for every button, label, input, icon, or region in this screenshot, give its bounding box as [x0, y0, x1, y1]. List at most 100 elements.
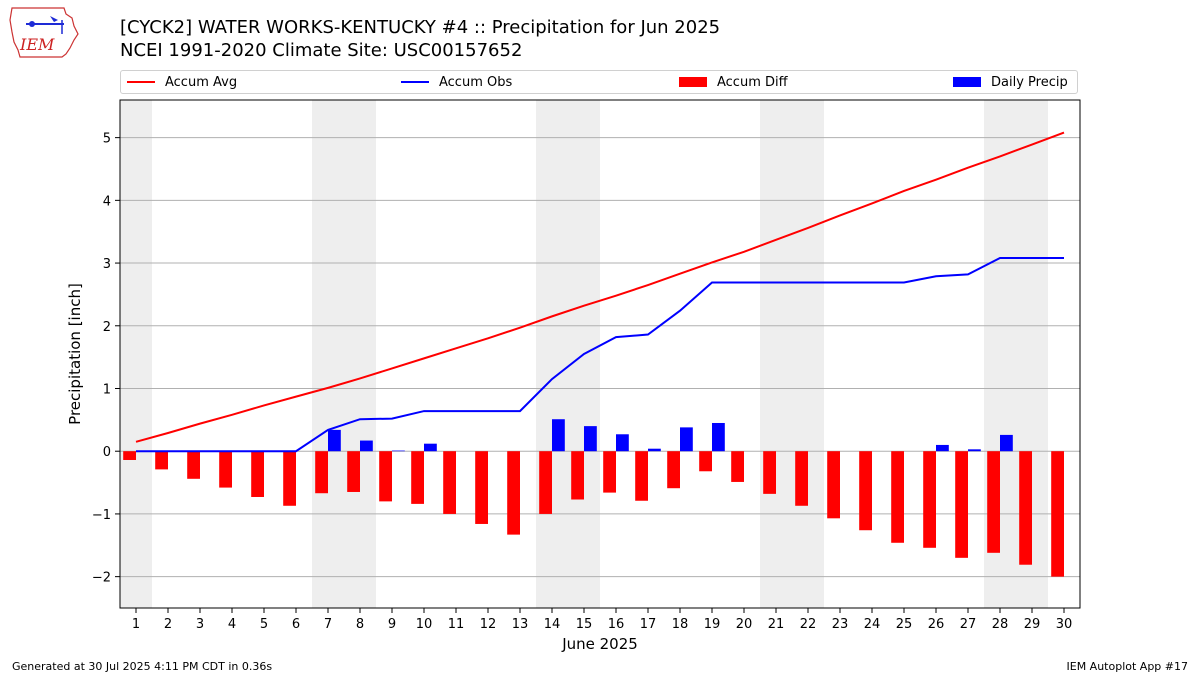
- y-tick-label: −1: [92, 508, 111, 523]
- x-tick-label: 30: [1056, 617, 1073, 632]
- legend-label-daily-precip: Daily Precip: [991, 74, 1068, 90]
- x-tick-label: 29: [1024, 617, 1041, 632]
- weekend-band: [760, 100, 792, 608]
- daily-precip-bar: [328, 429, 341, 452]
- legend-label-accum-diff: Accum Diff: [717, 74, 788, 90]
- x-tick-label: 4: [228, 617, 236, 632]
- accum-diff-bar: [571, 451, 584, 500]
- y-tick-label: 2: [103, 320, 111, 335]
- y-tick-label: 4: [103, 194, 111, 209]
- x-tick-label: 19: [704, 617, 721, 632]
- accum-diff-bar: [155, 451, 168, 470]
- daily-precip-bar: [648, 448, 661, 452]
- accum-diff-bar: [603, 451, 616, 493]
- plot-frame: [119, 99, 1081, 609]
- legend: Accum Avg Accum Obs Accum Diff Daily Pre…: [120, 70, 1078, 94]
- accum-diff-bar: [123, 451, 136, 460]
- accum-diff-bar: [827, 451, 840, 519]
- y-tick-label: 3: [103, 257, 111, 272]
- legend-label-accum-obs: Accum Obs: [439, 74, 513, 90]
- weekend-band: [312, 100, 344, 608]
- accum-diff-bar: [1051, 451, 1064, 577]
- x-tick-label: 6: [292, 617, 300, 632]
- x-tick-label: 23: [832, 617, 849, 632]
- accum-diff-bar: [699, 451, 712, 472]
- x-tick-label: 9: [388, 617, 396, 632]
- x-tick-label: 28: [992, 617, 1009, 632]
- weekend-band: [792, 100, 824, 608]
- x-tick-label: 7: [324, 617, 332, 632]
- daily-precip-bar: [680, 427, 693, 452]
- x-tick-label: 12: [480, 617, 497, 632]
- legend-item-daily-precip: Daily Precip: [953, 71, 1068, 93]
- x-tick-label: 5: [260, 617, 268, 632]
- iem-logo: IEM: [9, 7, 79, 58]
- accum-diff-bar: [283, 451, 296, 506]
- legend-item-accum-diff: Accum Diff: [679, 71, 788, 93]
- daily-precip-bar: [584, 426, 597, 452]
- accum-diff-bar: [763, 451, 776, 494]
- accum-obs-line: [136, 257, 1064, 453]
- footer-generated-text: Generated at 30 Jul 2025 4:11 PM CDT in …: [12, 660, 273, 673]
- x-tick-label: 13: [512, 617, 529, 632]
- logo-text: IEM: [19, 35, 55, 54]
- chart-subtitle: NCEI 1991-2020 Climate Site: USC00157652: [120, 40, 523, 61]
- legend-label-accum-avg: Accum Avg: [165, 74, 238, 90]
- accum-diff-bar: [987, 451, 1000, 553]
- daily-precip-bar: [360, 440, 373, 452]
- legend-item-accum-obs: Accum Obs: [401, 71, 512, 93]
- y-tick-label: 5: [103, 132, 111, 147]
- x-axis-label: June 2025: [561, 635, 638, 653]
- accum-diff-bar: [923, 451, 936, 548]
- x-tick-label: 27: [960, 617, 977, 632]
- legend-swatch-accum-avg: [127, 81, 155, 83]
- accum-diff-bar: [347, 451, 360, 492]
- accum-diff-bar: [795, 451, 808, 506]
- x-tick-label: 8: [356, 617, 364, 632]
- chart-title: [CYCK2] WATER WORKS-KENTUCKY #4 :: Preci…: [120, 17, 721, 38]
- daily-precip-bar: [392, 450, 405, 452]
- x-tick-label: 2: [164, 617, 172, 632]
- accum-diff-bar: [187, 451, 200, 479]
- accum-diff-bar: [891, 451, 904, 543]
- accum-diff-bar: [1019, 451, 1032, 565]
- accum-diff-bar: [315, 451, 328, 494]
- x-tick-label: 25: [896, 617, 913, 632]
- x-tick-label: 14: [544, 617, 561, 632]
- daily-precip-bar: [424, 443, 437, 452]
- x-tick-label: 1: [132, 617, 140, 632]
- accum-diff-bar: [955, 451, 968, 558]
- daily-precip-bar: [552, 419, 565, 452]
- legend-swatch-daily-precip: [953, 77, 981, 87]
- accum-diff-bar: [251, 451, 264, 497]
- accum-diff-bar: [475, 451, 488, 524]
- accum-diff-bar: [539, 451, 552, 514]
- accum-diff-bar: [507, 451, 520, 535]
- x-tick-label: 15: [576, 617, 593, 632]
- x-tick-label: 11: [448, 617, 465, 632]
- x-tick-label: 20: [736, 617, 753, 632]
- accum-diff-bar: [667, 451, 680, 489]
- y-tick-label: −2: [92, 571, 111, 586]
- weekend-band: [536, 100, 568, 608]
- y-axis-label: Precipitation [inch]: [66, 283, 84, 425]
- x-tick-label: 21: [768, 617, 785, 632]
- x-tick-label: 10: [416, 617, 433, 632]
- weekend-band: [344, 100, 376, 608]
- legend-swatch-accum-diff: [679, 77, 707, 87]
- x-tick-label: 16: [608, 617, 625, 632]
- y-tick-label: 0: [103, 445, 111, 460]
- accum-avg-line: [135, 131, 1065, 443]
- daily-precip-bar: [968, 449, 981, 452]
- x-tick-label: 3: [196, 617, 204, 632]
- daily-precip-bar: [712, 422, 725, 452]
- legend-swatch-accum-obs: [401, 81, 429, 83]
- daily-precip-bar: [616, 434, 629, 452]
- daily-precip-bar: [1000, 434, 1013, 452]
- weekend-band: [120, 100, 152, 608]
- x-tick-label: 24: [864, 617, 881, 632]
- legend-item-accum-avg: Accum Avg: [127, 71, 237, 93]
- accum-diff-bar: [635, 451, 648, 501]
- accum-diff-bar: [443, 451, 456, 514]
